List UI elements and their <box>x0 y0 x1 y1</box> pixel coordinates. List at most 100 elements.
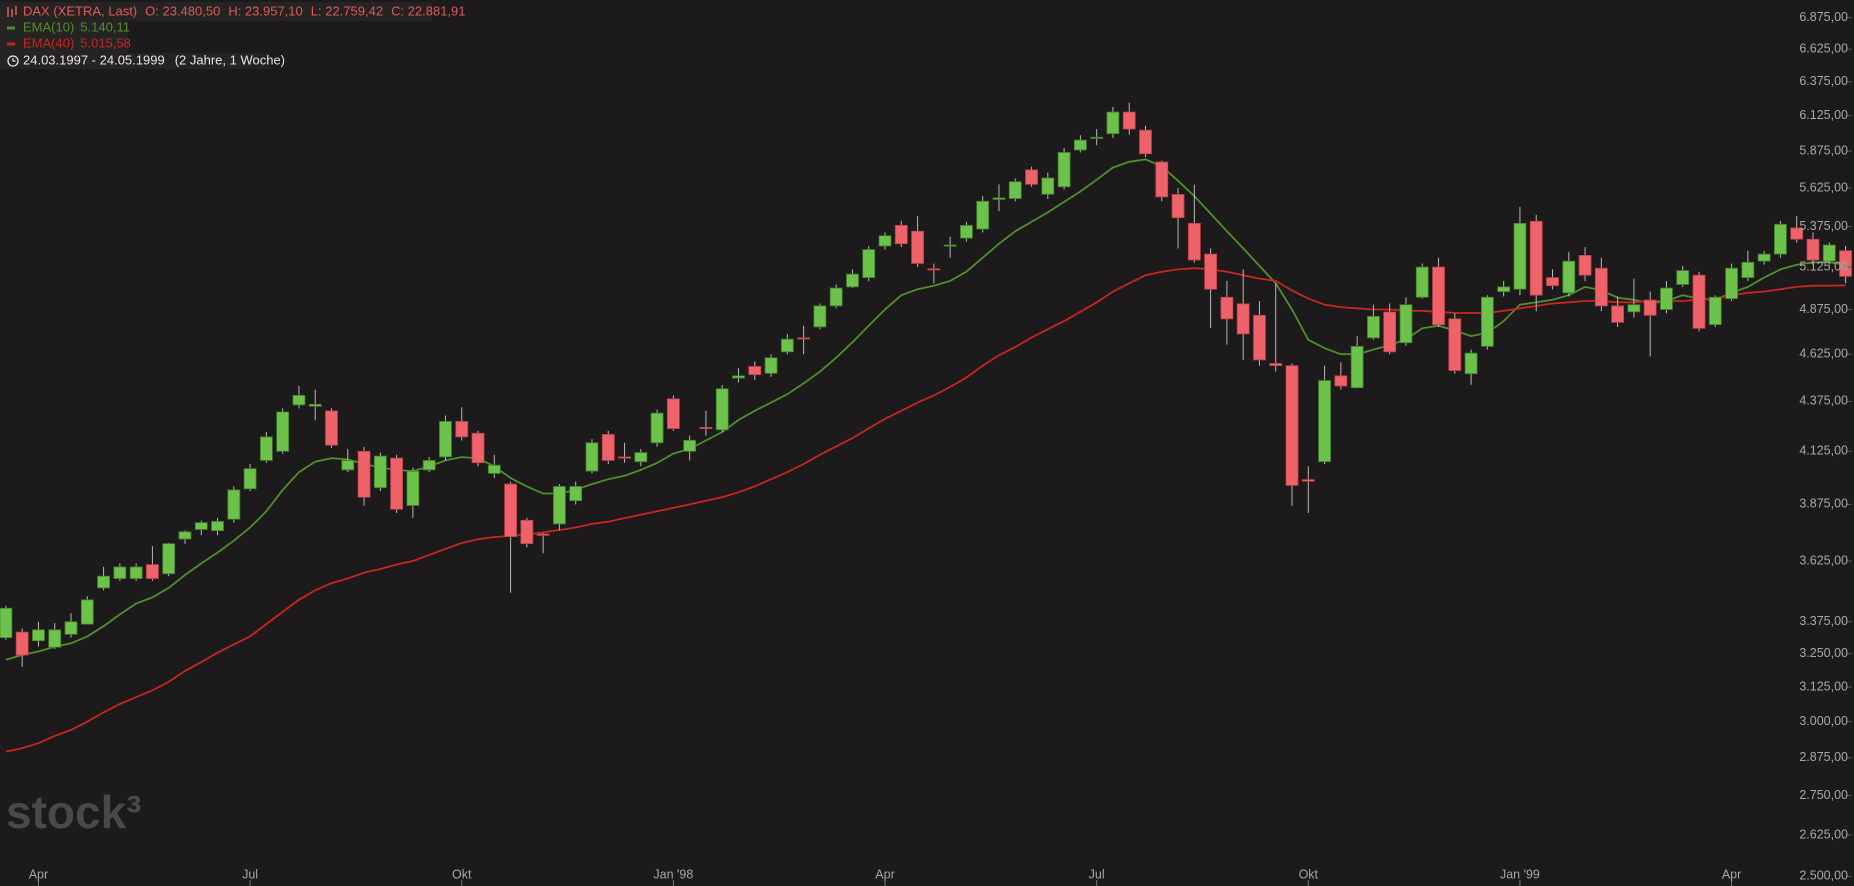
candle-body <box>471 432 485 464</box>
candle-body <box>715 388 729 431</box>
y-tick-label: 3.375,00 <box>1799 614 1848 628</box>
candle-body <box>1204 253 1218 290</box>
candle-body <box>1774 223 1787 255</box>
candle-body <box>683 439 697 452</box>
candle-body <box>1122 111 1136 130</box>
candle-body <box>1008 181 1022 199</box>
candle-body <box>894 224 908 245</box>
candle-body <box>911 230 924 264</box>
candle-body <box>1415 266 1429 298</box>
candle-body <box>536 533 550 536</box>
candle-body <box>992 197 1006 200</box>
candle-body <box>325 410 338 446</box>
legend-value: 5.015,58 <box>80 35 131 50</box>
legend-row-bg <box>0 37 128 53</box>
y-tick-label: 2.875,00 <box>1799 750 1848 764</box>
y-axis: Apr Jul Okt Jan '98 Apr Jul Okt Jan '99 Apr 6.875… <box>29 10 1852 886</box>
y-tick-label: 2.750,00 <box>1799 788 1848 802</box>
candle-body <box>748 366 762 376</box>
candle-body <box>846 273 859 288</box>
candle-body <box>1187 222 1201 261</box>
ohlc-label: L: 22.759,42 <box>311 3 383 18</box>
candle-body <box>1139 129 1152 155</box>
candle-body <box>1546 277 1559 287</box>
y-tick-label: 4.375,00 <box>1799 394 1848 408</box>
ema-line <box>5 267 1846 753</box>
candle-body <box>1432 266 1445 326</box>
candle-body <box>1334 375 1348 387</box>
candle-body <box>406 470 420 506</box>
y-tick-label: 5.375,00 <box>1799 219 1848 233</box>
candle-body <box>1611 305 1625 323</box>
x-tick-label: Okt <box>452 867 472 881</box>
candle-body <box>422 460 436 471</box>
legend-value: 5.140,11 <box>80 19 130 34</box>
candle-body <box>878 235 892 247</box>
candle-body <box>32 629 45 642</box>
candle-body <box>194 522 208 530</box>
candle-body <box>1350 345 1364 389</box>
candle-body <box>1839 250 1852 277</box>
candle-body <box>1301 479 1315 482</box>
y-tick-label: 3.000,00 <box>1799 714 1848 728</box>
candle-body <box>634 452 648 463</box>
candle-body <box>927 268 941 271</box>
y-tick-label: 6.125,00 <box>1799 108 1848 122</box>
candle-body <box>1253 314 1266 361</box>
candle-body <box>1480 296 1494 347</box>
candle-body <box>1822 244 1836 262</box>
candle-body <box>1757 253 1771 262</box>
candle-body <box>80 599 94 625</box>
candle-body <box>455 421 469 438</box>
candle-body <box>227 489 241 520</box>
y-tick-label: 4.875,00 <box>1799 302 1848 316</box>
y-tick-label: 5.875,00 <box>1799 143 1848 157</box>
plot-area <box>0 102 1852 753</box>
clock-hand <box>12 58 16 62</box>
candle-body <box>1643 299 1657 316</box>
y-tick-label: 3.875,00 <box>1799 497 1848 511</box>
candle-body <box>960 224 973 239</box>
y-tick-label: 5.125,00 <box>1799 259 1848 273</box>
candle-body <box>764 357 778 374</box>
candle-body <box>666 398 680 430</box>
x-tick-label: Apr <box>875 867 894 881</box>
legend-name: EMA(10) <box>23 19 74 34</box>
candle-body <box>276 411 290 452</box>
candle-body <box>113 566 127 579</box>
candle-body <box>308 403 322 407</box>
candle-body <box>341 460 355 471</box>
candle-body <box>211 521 224 532</box>
candle-body <box>1806 238 1820 261</box>
y-tick-label: 3.125,00 <box>1799 679 1848 693</box>
candle-body <box>64 621 78 635</box>
candle-body <box>1594 267 1608 307</box>
candle-body <box>0 607 13 639</box>
candle-body <box>1367 315 1380 339</box>
candle-body <box>1025 169 1038 185</box>
candle-body <box>15 631 29 656</box>
candle-body <box>1220 296 1234 320</box>
y-tick-label: 2.500,00 <box>1799 869 1848 883</box>
x-tick-label: Okt <box>1299 867 1319 881</box>
candle-body <box>146 564 159 579</box>
candle-body <box>1155 161 1169 198</box>
y-tick-label: 2.625,00 <box>1799 827 1848 841</box>
candle-body <box>390 457 404 510</box>
candle-body <box>797 337 811 340</box>
y-tick-label: 5.625,00 <box>1799 180 1848 194</box>
ohlc-label: C: 22.881,91 <box>391 3 465 18</box>
candle-body <box>1513 222 1527 290</box>
y-tick-label: 4.625,00 <box>1799 347 1848 361</box>
candle-body <box>1676 270 1690 285</box>
candle-body <box>650 412 664 444</box>
candle-body <box>862 249 876 278</box>
candle-body <box>1285 365 1299 486</box>
x-tick-label: Jul <box>1089 867 1105 881</box>
candle-icon <box>7 6 17 17</box>
ema-line <box>5 158 1846 661</box>
watermark: stock³ <box>6 786 141 838</box>
candle-body <box>1236 303 1250 335</box>
legend-row-bg <box>0 53 270 69</box>
